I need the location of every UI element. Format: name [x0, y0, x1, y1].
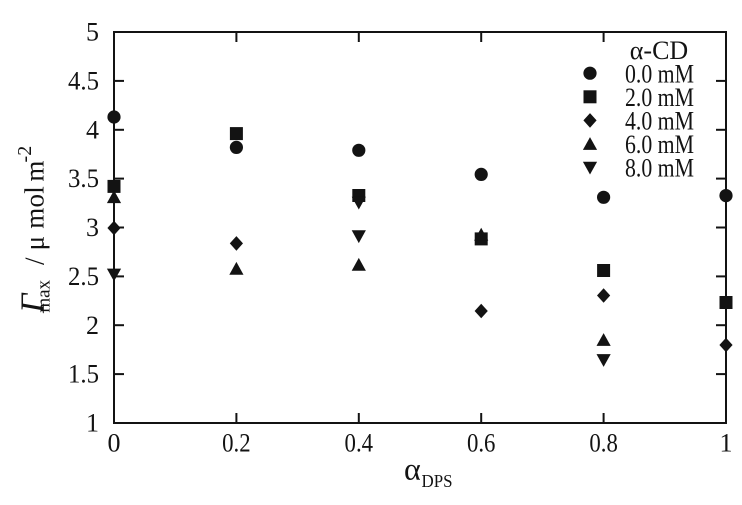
svg-text:8.0 mM: 8.0 mM: [625, 154, 694, 183]
svg-text:3: 3: [86, 213, 99, 242]
svg-text:1.5: 1.5: [68, 360, 99, 389]
svg-text:2.5: 2.5: [68, 262, 99, 291]
svg-text:2: 2: [86, 311, 99, 340]
svg-text:4.0 mM: 4.0 mM: [625, 107, 694, 136]
svg-text:0.4: 0.4: [345, 429, 374, 458]
svg-text:α-CD: α-CD: [630, 36, 688, 65]
svg-text:0.8: 0.8: [589, 429, 618, 458]
svg-text:6.0 mM: 6.0 mM: [625, 130, 694, 159]
svg-text:0.6: 0.6: [467, 429, 496, 458]
svg-text:1: 1: [86, 409, 99, 438]
svg-text:4.5: 4.5: [68, 67, 99, 96]
svg-text:5: 5: [86, 18, 99, 47]
svg-text:4: 4: [86, 115, 99, 144]
svg-text:0: 0: [108, 429, 121, 458]
svg-text:0.0 mM: 0.0 mM: [625, 59, 694, 88]
svg-text:Γmax / μ mol m-2: Γmax / μ mol m-2: [14, 146, 55, 314]
svg-text:1: 1: [720, 429, 733, 458]
svg-text:DPS: DPS: [422, 471, 453, 491]
svg-text:α: α: [404, 451, 421, 487]
svg-text:2.0 mM: 2.0 mM: [625, 83, 694, 112]
svg-text:3.5: 3.5: [68, 164, 99, 193]
svg-text:0.2: 0.2: [222, 429, 251, 458]
